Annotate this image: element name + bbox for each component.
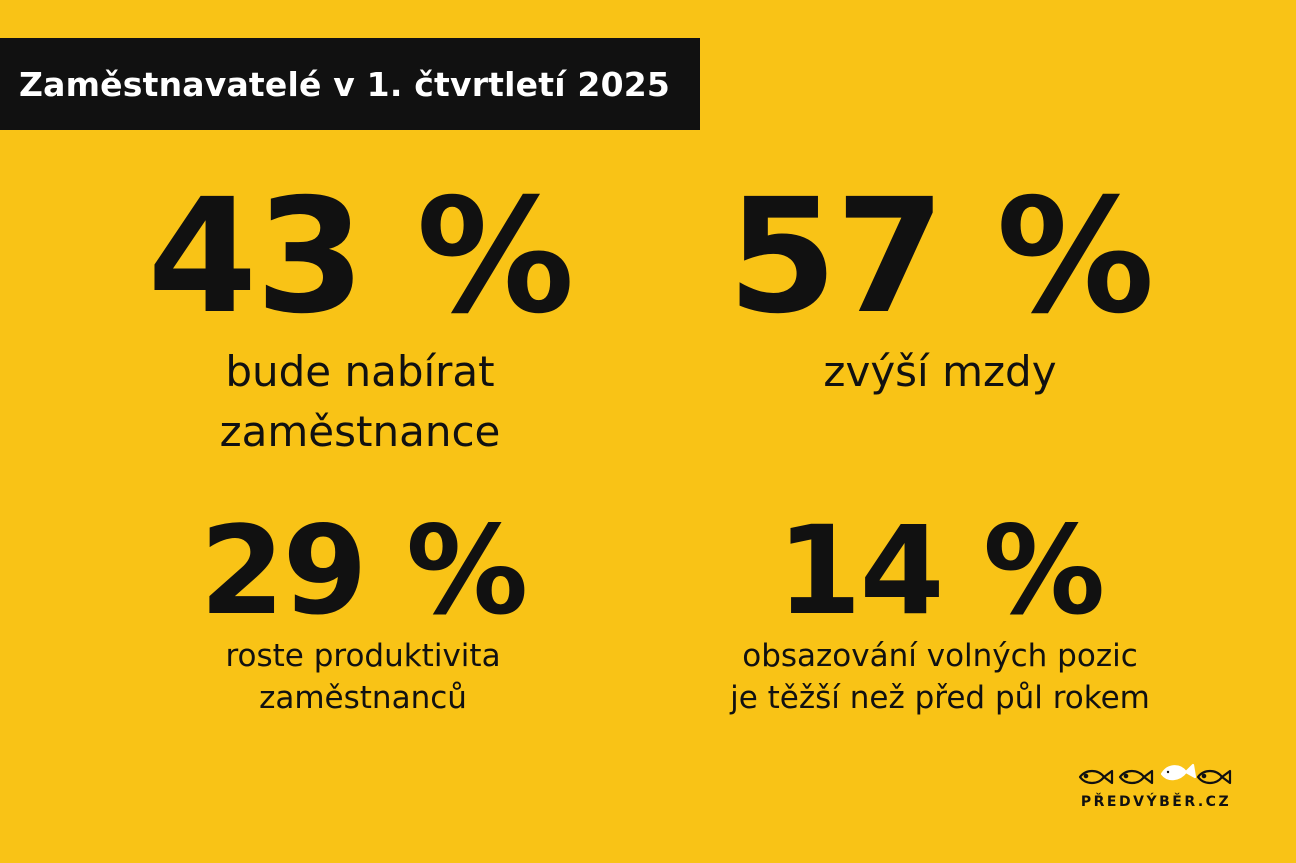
- stat-value: 29 %: [199, 500, 529, 642]
- page-title: Zaměstnavatelé v 1. čtvrtletí 2025: [19, 64, 671, 104]
- fish-row-icon: [1078, 763, 1232, 785]
- stat-value: 57 %: [727, 165, 1154, 349]
- stat-label-line: zaměstnance: [219, 407, 501, 456]
- stat-label-line: roste produktivita: [225, 638, 501, 674]
- predvyber-logo: PŘEDVÝBĚR.CZ: [1068, 760, 1244, 820]
- header-bar: Zaměstnavatelé v 1. čtvrtletí 2025: [0, 38, 700, 130]
- stat-value: 43 %: [147, 165, 574, 349]
- stat-value: 14 %: [776, 500, 1106, 642]
- stat-label-line: je těžší než před půl rokem: [730, 680, 1150, 716]
- stat-wages: 57 % zvýší mzdy: [680, 178, 1200, 396]
- stat-label-line: zaměstnanců: [259, 680, 467, 716]
- stat-label-line: zvýší mzdy: [823, 347, 1057, 396]
- stat-vacancies: 14 % obsazování volných pozic je těžší n…: [660, 510, 1220, 716]
- stat-label-line: obsazování volných pozic: [742, 638, 1138, 674]
- logo-text: PŘEDVÝBĚR.CZ: [1080, 794, 1232, 810]
- stat-label-line: bude nabírat: [225, 347, 495, 396]
- stat-hiring: 43 % bude nabírat zaměstnance: [100, 178, 620, 456]
- stat-productivity: 29 % roste produktivita zaměstnanců: [113, 510, 613, 716]
